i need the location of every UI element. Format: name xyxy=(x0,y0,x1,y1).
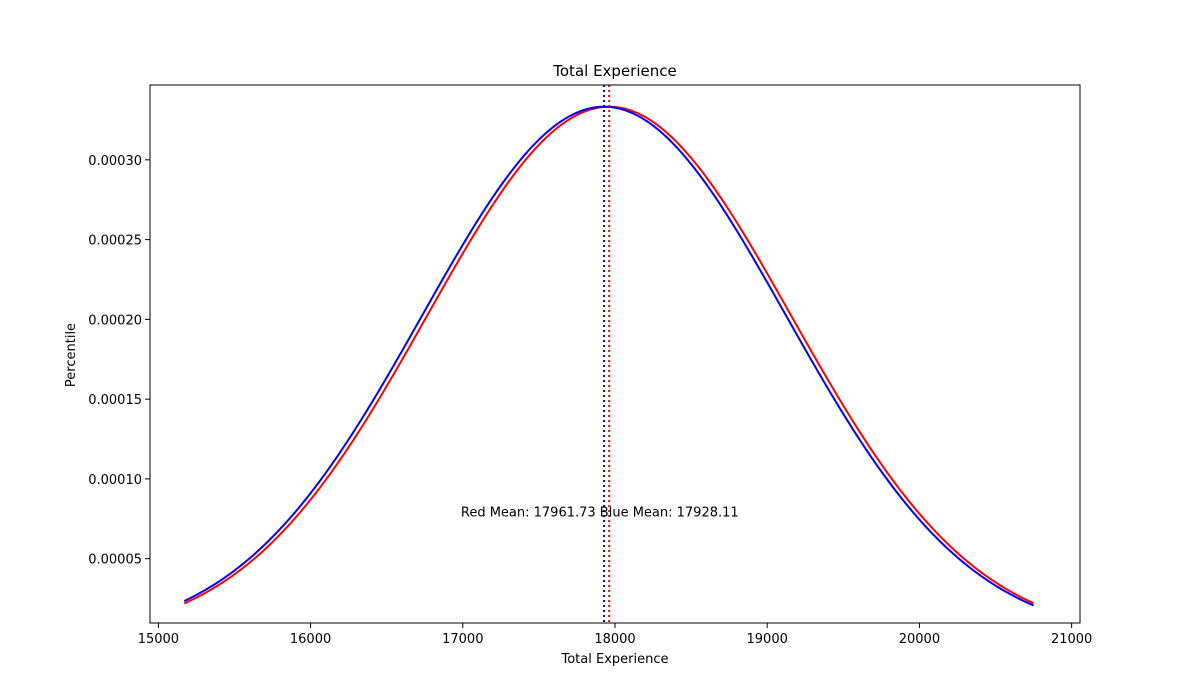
y-tick-label: 0.00005 xyxy=(88,553,142,568)
y-tick-label: 0.00020 xyxy=(88,313,142,328)
x-tick-label: 21000 xyxy=(1051,632,1092,647)
x-tick-label: 19000 xyxy=(747,632,788,647)
y-tick-label: 0.00030 xyxy=(88,154,142,169)
y-tick-label: 0.00025 xyxy=(88,234,142,249)
x-axis-label: Total Experience xyxy=(561,652,669,667)
x-tick-label: 16000 xyxy=(290,632,331,647)
x-tick-label: 15000 xyxy=(138,632,179,647)
mean-annotation: Red Mean: 17961.73 Blue Mean: 17928.11 xyxy=(461,505,739,520)
chart-title: Total Experience xyxy=(552,62,676,80)
x-tick-label: 20000 xyxy=(899,632,940,647)
x-tick-label: 18000 xyxy=(594,632,635,647)
y-tick-label: 0.00010 xyxy=(88,473,142,488)
x-tick-label: 17000 xyxy=(442,632,483,647)
y-tick-label: 0.00015 xyxy=(88,393,142,408)
plot-area: Red Mean: 17961.73 Blue Mean: 17928.11 15… xyxy=(88,84,1092,647)
y-axis-label: Percentile xyxy=(64,323,79,387)
